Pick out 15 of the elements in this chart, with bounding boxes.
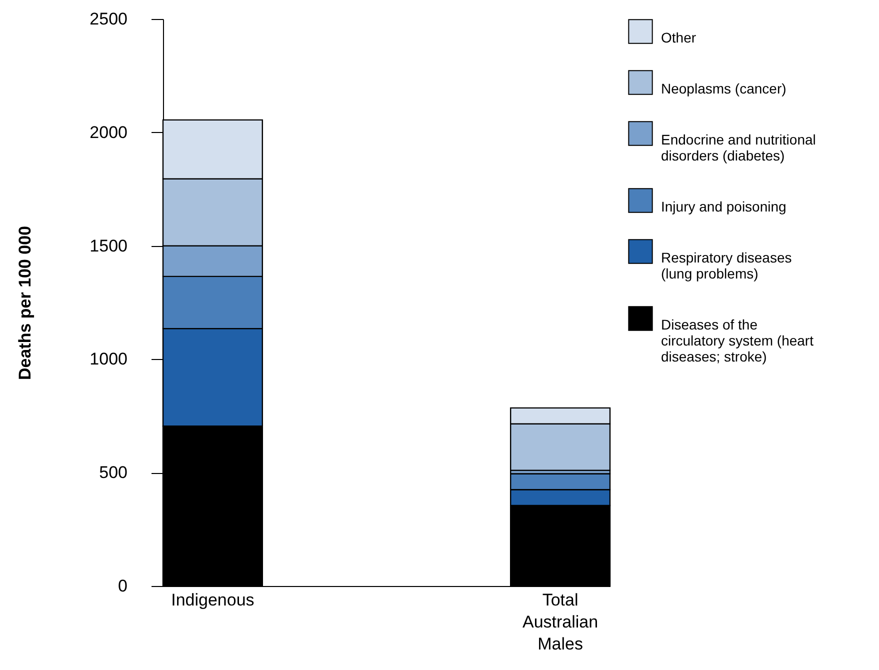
y-tick-label: 1000 xyxy=(90,350,128,369)
legend-label: Injury and poisoning xyxy=(661,198,786,214)
legend-label: Neoplasms (cancer) xyxy=(661,80,786,96)
legend-label: Other xyxy=(661,30,696,46)
y-tick-label: 500 xyxy=(99,463,128,482)
x-tick-label: Total Australian Males xyxy=(522,590,598,654)
y-axis-title: Deaths per 100 000 xyxy=(16,226,35,380)
x-tick-label: Indigenous xyxy=(171,590,254,610)
legend-label: Respiratory diseases (lung problems) xyxy=(661,250,792,282)
legend-label: Endocrine and nutritional disorders (diabetes) xyxy=(661,132,816,164)
y-tick-label: 2000 xyxy=(90,122,128,142)
y-tick-label: 0 xyxy=(118,576,128,596)
legend-label: Diseases of the circulatory system (heart diseases; stroke) xyxy=(661,316,814,364)
y-tick-label: 2500 xyxy=(90,10,128,28)
y-tick-label: 1500 xyxy=(90,236,128,256)
